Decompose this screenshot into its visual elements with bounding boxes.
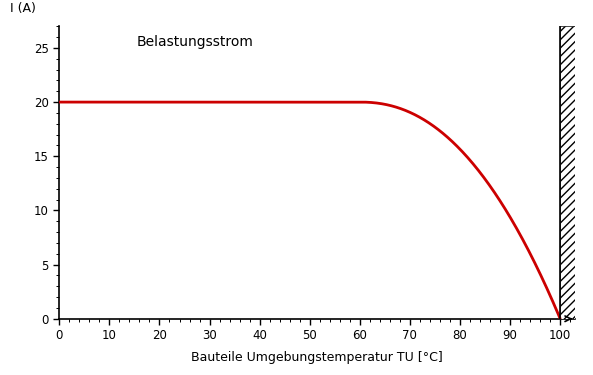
Text: Belastungsstrom: Belastungsstrom: [137, 35, 254, 49]
X-axis label: Bauteile Umgebungstemperatur TU [°C]: Bauteile Umgebungstemperatur TU [°C]: [192, 351, 443, 363]
Y-axis label: I (A): I (A): [10, 2, 36, 15]
Bar: [560, 26, 575, 319]
